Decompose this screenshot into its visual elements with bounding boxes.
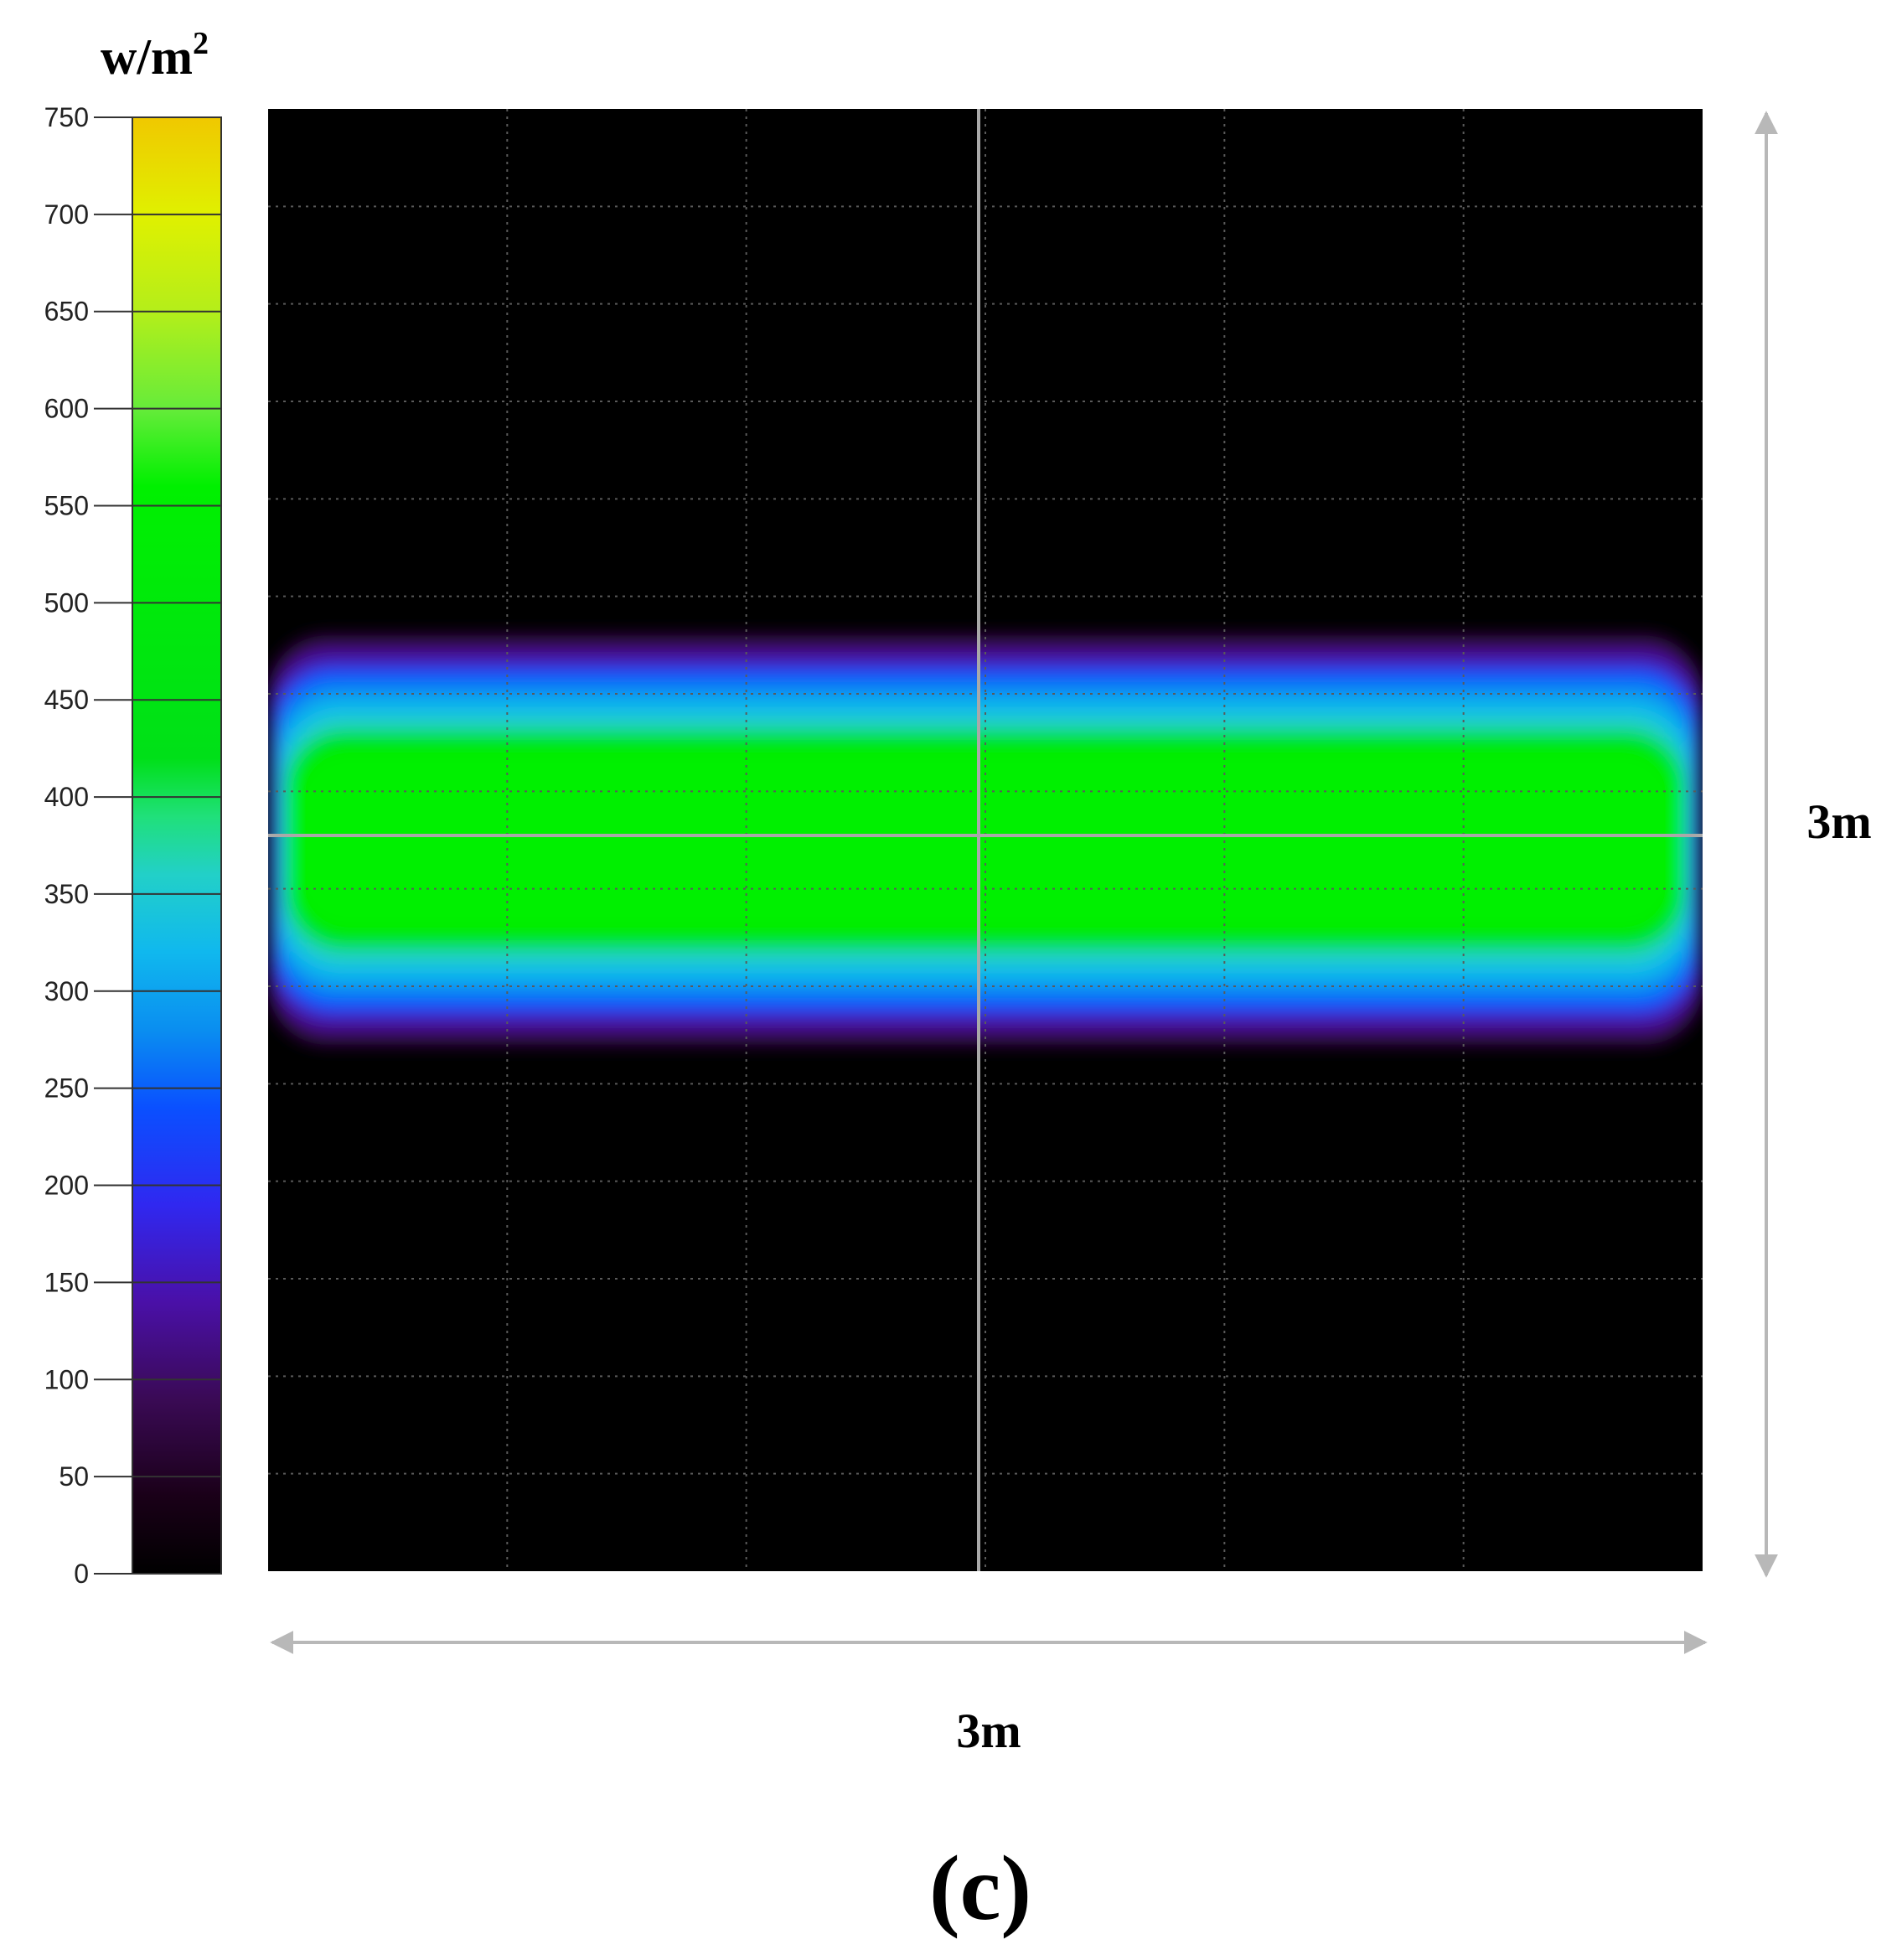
colorbar-tick-label: 50 — [59, 1461, 89, 1492]
colorbar-tick-label: 650 — [44, 297, 89, 327]
colorbar-tick-label: 550 — [44, 490, 89, 520]
colorbar-tick-label: 400 — [44, 782, 89, 812]
colorbar-tick-label: 600 — [44, 394, 89, 424]
colorbar-tick-label: 350 — [44, 879, 89, 909]
colorbar-unit: w/m2 — [101, 26, 209, 85]
colorbar-tick-label: 250 — [44, 1073, 89, 1104]
colorbar-tick-label: 300 — [44, 976, 89, 1006]
colorbar-unit-exponent: 2 — [193, 26, 209, 61]
colorbar-tick-label: 450 — [44, 685, 89, 715]
colorbar-tick-label: 100 — [44, 1364, 89, 1394]
height-dimension-label: 3m — [1806, 794, 1871, 849]
colorbar-tick-label: 200 — [44, 1171, 89, 1201]
map-grid — [268, 109, 1703, 1571]
irradiance-contour — [292, 762, 1679, 918]
panel-label: (c) — [929, 1837, 1031, 1939]
irradiance-band — [268, 635, 1703, 1045]
colorbar-tick-label: 750 — [44, 102, 89, 132]
colorbar-tick-label: 150 — [44, 1267, 89, 1297]
colorbar-tick-label: 500 — [44, 587, 89, 618]
colorbar-tick-label: 700 — [44, 199, 89, 230]
colorbar-ticks: 0 50 100 150 200 250 300 350 400 450 500 550 600 650 7… — [44, 102, 221, 1589]
colorbar-tick-label: 0 — [74, 1559, 89, 1589]
irradiance-map — [268, 109, 1703, 1571]
colorbar-unit-base: w/m — [101, 29, 193, 85]
width-dimension-label: 3m — [956, 1704, 1021, 1758]
colorbar-gradient — [132, 116, 222, 1575]
